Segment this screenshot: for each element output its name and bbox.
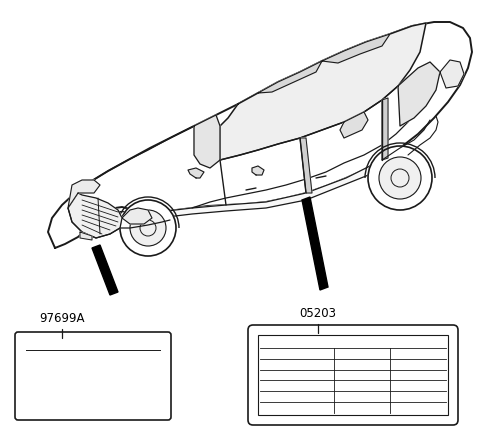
Polygon shape [108,148,410,219]
Polygon shape [258,61,322,93]
Text: 97699A: 97699A [39,312,85,325]
Polygon shape [302,197,328,290]
Circle shape [130,210,166,246]
Polygon shape [340,112,368,138]
Polygon shape [68,180,100,208]
Circle shape [120,200,176,256]
Polygon shape [322,34,390,63]
Circle shape [368,146,432,210]
Polygon shape [398,62,440,126]
FancyBboxPatch shape [248,325,458,425]
Polygon shape [440,60,464,88]
Polygon shape [382,98,388,160]
Polygon shape [300,138,312,193]
FancyBboxPatch shape [15,332,171,420]
Bar [258,335,448,415]
Polygon shape [80,232,92,240]
Polygon shape [68,193,122,238]
Polygon shape [92,245,118,295]
Polygon shape [188,168,204,178]
Text: 05203: 05203 [300,307,336,320]
Polygon shape [220,23,426,160]
Polygon shape [194,115,220,168]
Circle shape [379,157,421,199]
Polygon shape [122,208,152,224]
Polygon shape [48,22,472,248]
Polygon shape [252,166,264,175]
